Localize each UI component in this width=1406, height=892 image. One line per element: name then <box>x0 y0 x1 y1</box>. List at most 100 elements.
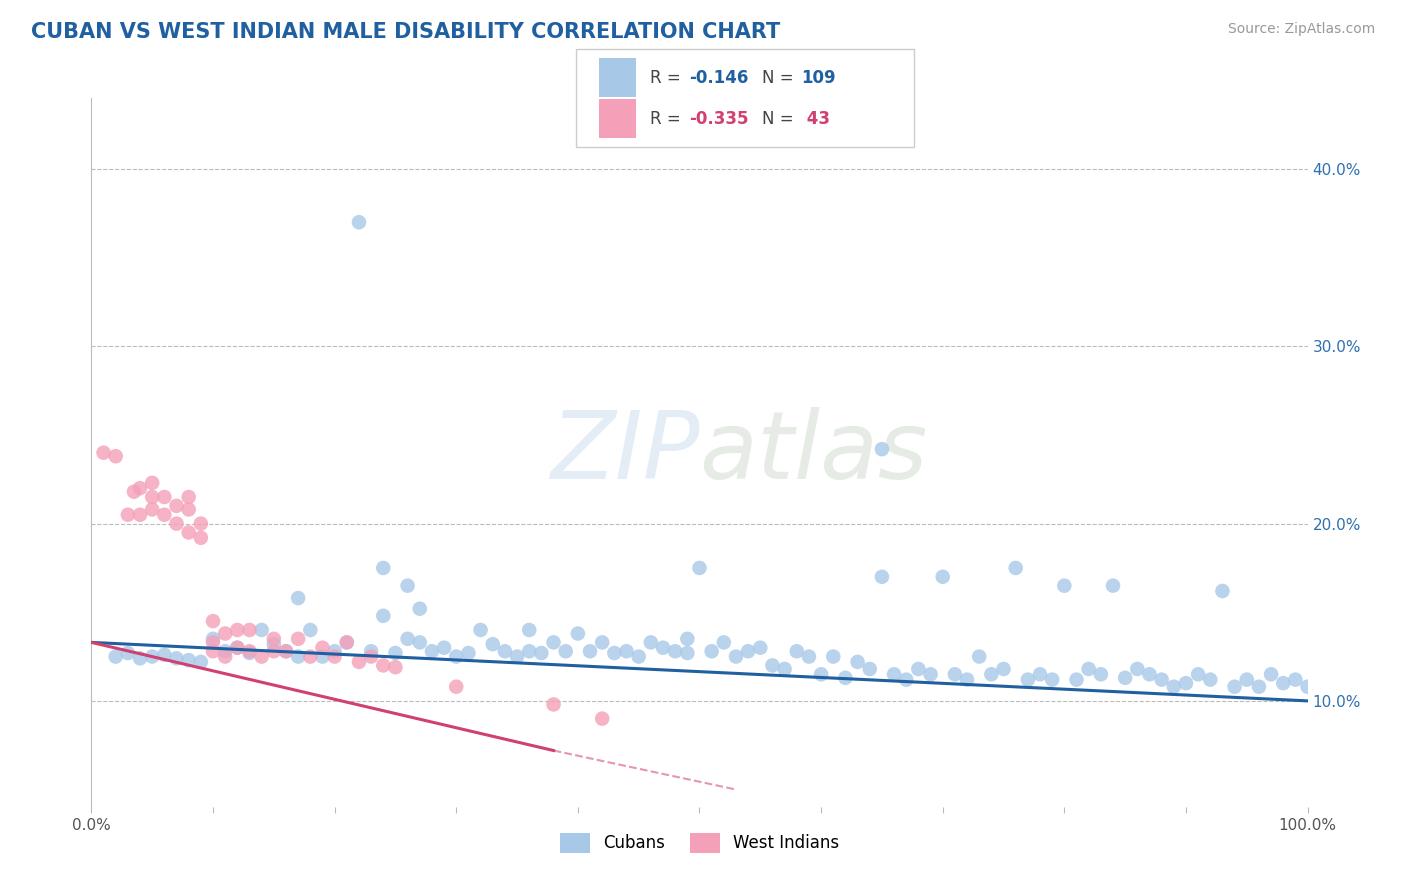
Point <box>1150 673 1173 687</box>
Point <box>104 649 127 664</box>
Point <box>1114 671 1136 685</box>
Point <box>1223 680 1246 694</box>
Point <box>287 632 309 646</box>
Legend: Cubans, West Indians: Cubans, West Indians <box>553 827 846 859</box>
Point <box>238 646 260 660</box>
Point <box>664 644 686 658</box>
Point <box>226 640 249 655</box>
Point <box>506 649 529 664</box>
Point <box>153 508 176 522</box>
Point <box>177 525 200 540</box>
Point <box>263 644 285 658</box>
Point <box>129 481 152 495</box>
Point <box>823 649 845 664</box>
Point <box>433 640 456 655</box>
Point <box>1040 673 1063 687</box>
Point <box>323 644 346 658</box>
Point <box>360 644 382 658</box>
Text: N =: N = <box>762 69 799 87</box>
Point <box>554 644 576 658</box>
Point <box>530 646 553 660</box>
Point <box>1175 676 1198 690</box>
Point <box>688 561 710 575</box>
Point <box>920 667 942 681</box>
Point <box>859 662 882 676</box>
Text: -0.146: -0.146 <box>689 69 748 87</box>
Point <box>591 635 613 649</box>
Point <box>396 579 419 593</box>
Text: N =: N = <box>762 110 799 128</box>
Point <box>1066 673 1088 687</box>
Text: Source: ZipAtlas.com: Source: ZipAtlas.com <box>1227 22 1375 37</box>
Point <box>409 601 432 615</box>
Point <box>627 649 650 664</box>
Point <box>1139 667 1161 681</box>
Point <box>177 653 200 667</box>
Point <box>1004 561 1026 575</box>
Point <box>517 644 540 658</box>
Point <box>117 508 139 522</box>
Point <box>287 649 309 664</box>
Point <box>166 651 188 665</box>
Point <box>384 646 406 660</box>
Point <box>1199 673 1222 687</box>
Point <box>373 561 395 575</box>
Point <box>1102 579 1125 593</box>
Point <box>444 649 467 664</box>
Point <box>202 614 225 628</box>
Point <box>250 623 273 637</box>
Point <box>311 640 333 655</box>
Point <box>104 449 127 463</box>
Point <box>1163 680 1185 694</box>
Point <box>336 635 359 649</box>
Point <box>1272 676 1295 690</box>
Point <box>226 623 249 637</box>
Point <box>749 640 772 655</box>
Point <box>786 644 808 658</box>
Point <box>396 632 419 646</box>
Point <box>846 655 869 669</box>
Point <box>1260 667 1282 681</box>
Point <box>713 635 735 649</box>
Point <box>676 632 699 646</box>
Point <box>896 673 918 687</box>
Point <box>724 649 747 664</box>
Point <box>190 531 212 545</box>
Point <box>834 671 856 685</box>
Point <box>238 644 260 658</box>
Point <box>347 215 370 229</box>
Text: ZIP: ZIP <box>550 407 699 499</box>
Point <box>190 655 212 669</box>
Point <box>347 655 370 669</box>
Point <box>153 490 176 504</box>
Point <box>1090 667 1112 681</box>
Point <box>129 651 152 665</box>
Point <box>444 680 467 694</box>
Point <box>700 644 723 658</box>
Point <box>737 644 759 658</box>
Point <box>263 637 285 651</box>
Point <box>517 623 540 637</box>
Point <box>373 658 395 673</box>
Point <box>1077 662 1099 676</box>
Point <box>323 649 346 664</box>
Point <box>931 570 953 584</box>
Point <box>579 644 602 658</box>
Point <box>250 649 273 664</box>
Point <box>993 662 1015 676</box>
Point <box>676 646 699 660</box>
Point <box>299 623 322 637</box>
Point <box>360 649 382 664</box>
Point <box>616 644 638 658</box>
Point <box>409 635 432 649</box>
Point <box>773 662 796 676</box>
Point <box>883 667 905 681</box>
Point <box>1247 680 1270 694</box>
Point <box>640 635 662 649</box>
Text: 43: 43 <box>801 110 831 128</box>
Point <box>543 698 565 712</box>
Point <box>190 516 212 531</box>
Point <box>980 667 1002 681</box>
Point <box>373 608 395 623</box>
Point <box>274 644 297 658</box>
